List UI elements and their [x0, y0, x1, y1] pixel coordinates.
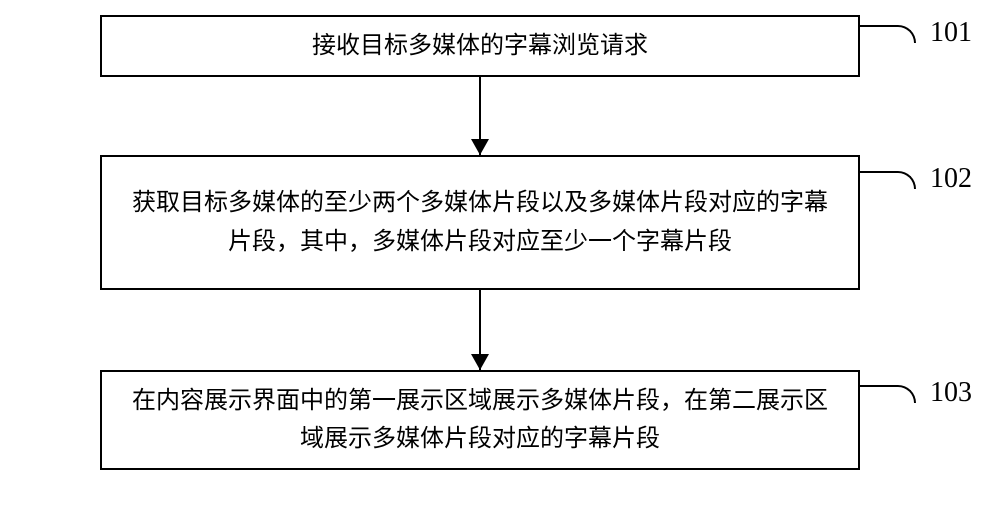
step-label-3: 103	[930, 377, 972, 409]
arrow-1	[479, 77, 481, 155]
arrow-2	[479, 290, 481, 370]
leader-line-1	[858, 25, 916, 43]
step-label-2: 102	[930, 163, 972, 195]
flow-step-2: 获取目标多媒体的至少两个多媒体片段以及多媒体片段对应的字幕片段，其中，多媒体片段…	[100, 155, 860, 290]
arrow-2-head	[471, 354, 489, 370]
flow-step-3-text: 在内容展示界面中的第一展示区域展示多媒体片段，在第二展示区域展示多媒体片段对应的…	[122, 382, 838, 459]
step-label-1: 101	[930, 17, 972, 49]
flow-step-3: 在内容展示界面中的第一展示区域展示多媒体片段，在第二展示区域展示多媒体片段对应的…	[100, 370, 860, 470]
leader-line-2	[858, 171, 916, 189]
arrow-1-head	[471, 139, 489, 155]
flow-step-1-text: 接收目标多媒体的字幕浏览请求	[312, 27, 648, 65]
flow-step-1: 接收目标多媒体的字幕浏览请求	[100, 15, 860, 77]
leader-line-3	[858, 385, 916, 403]
flow-step-2-text: 获取目标多媒体的至少两个多媒体片段以及多媒体片段对应的字幕片段，其中，多媒体片段…	[122, 184, 838, 261]
